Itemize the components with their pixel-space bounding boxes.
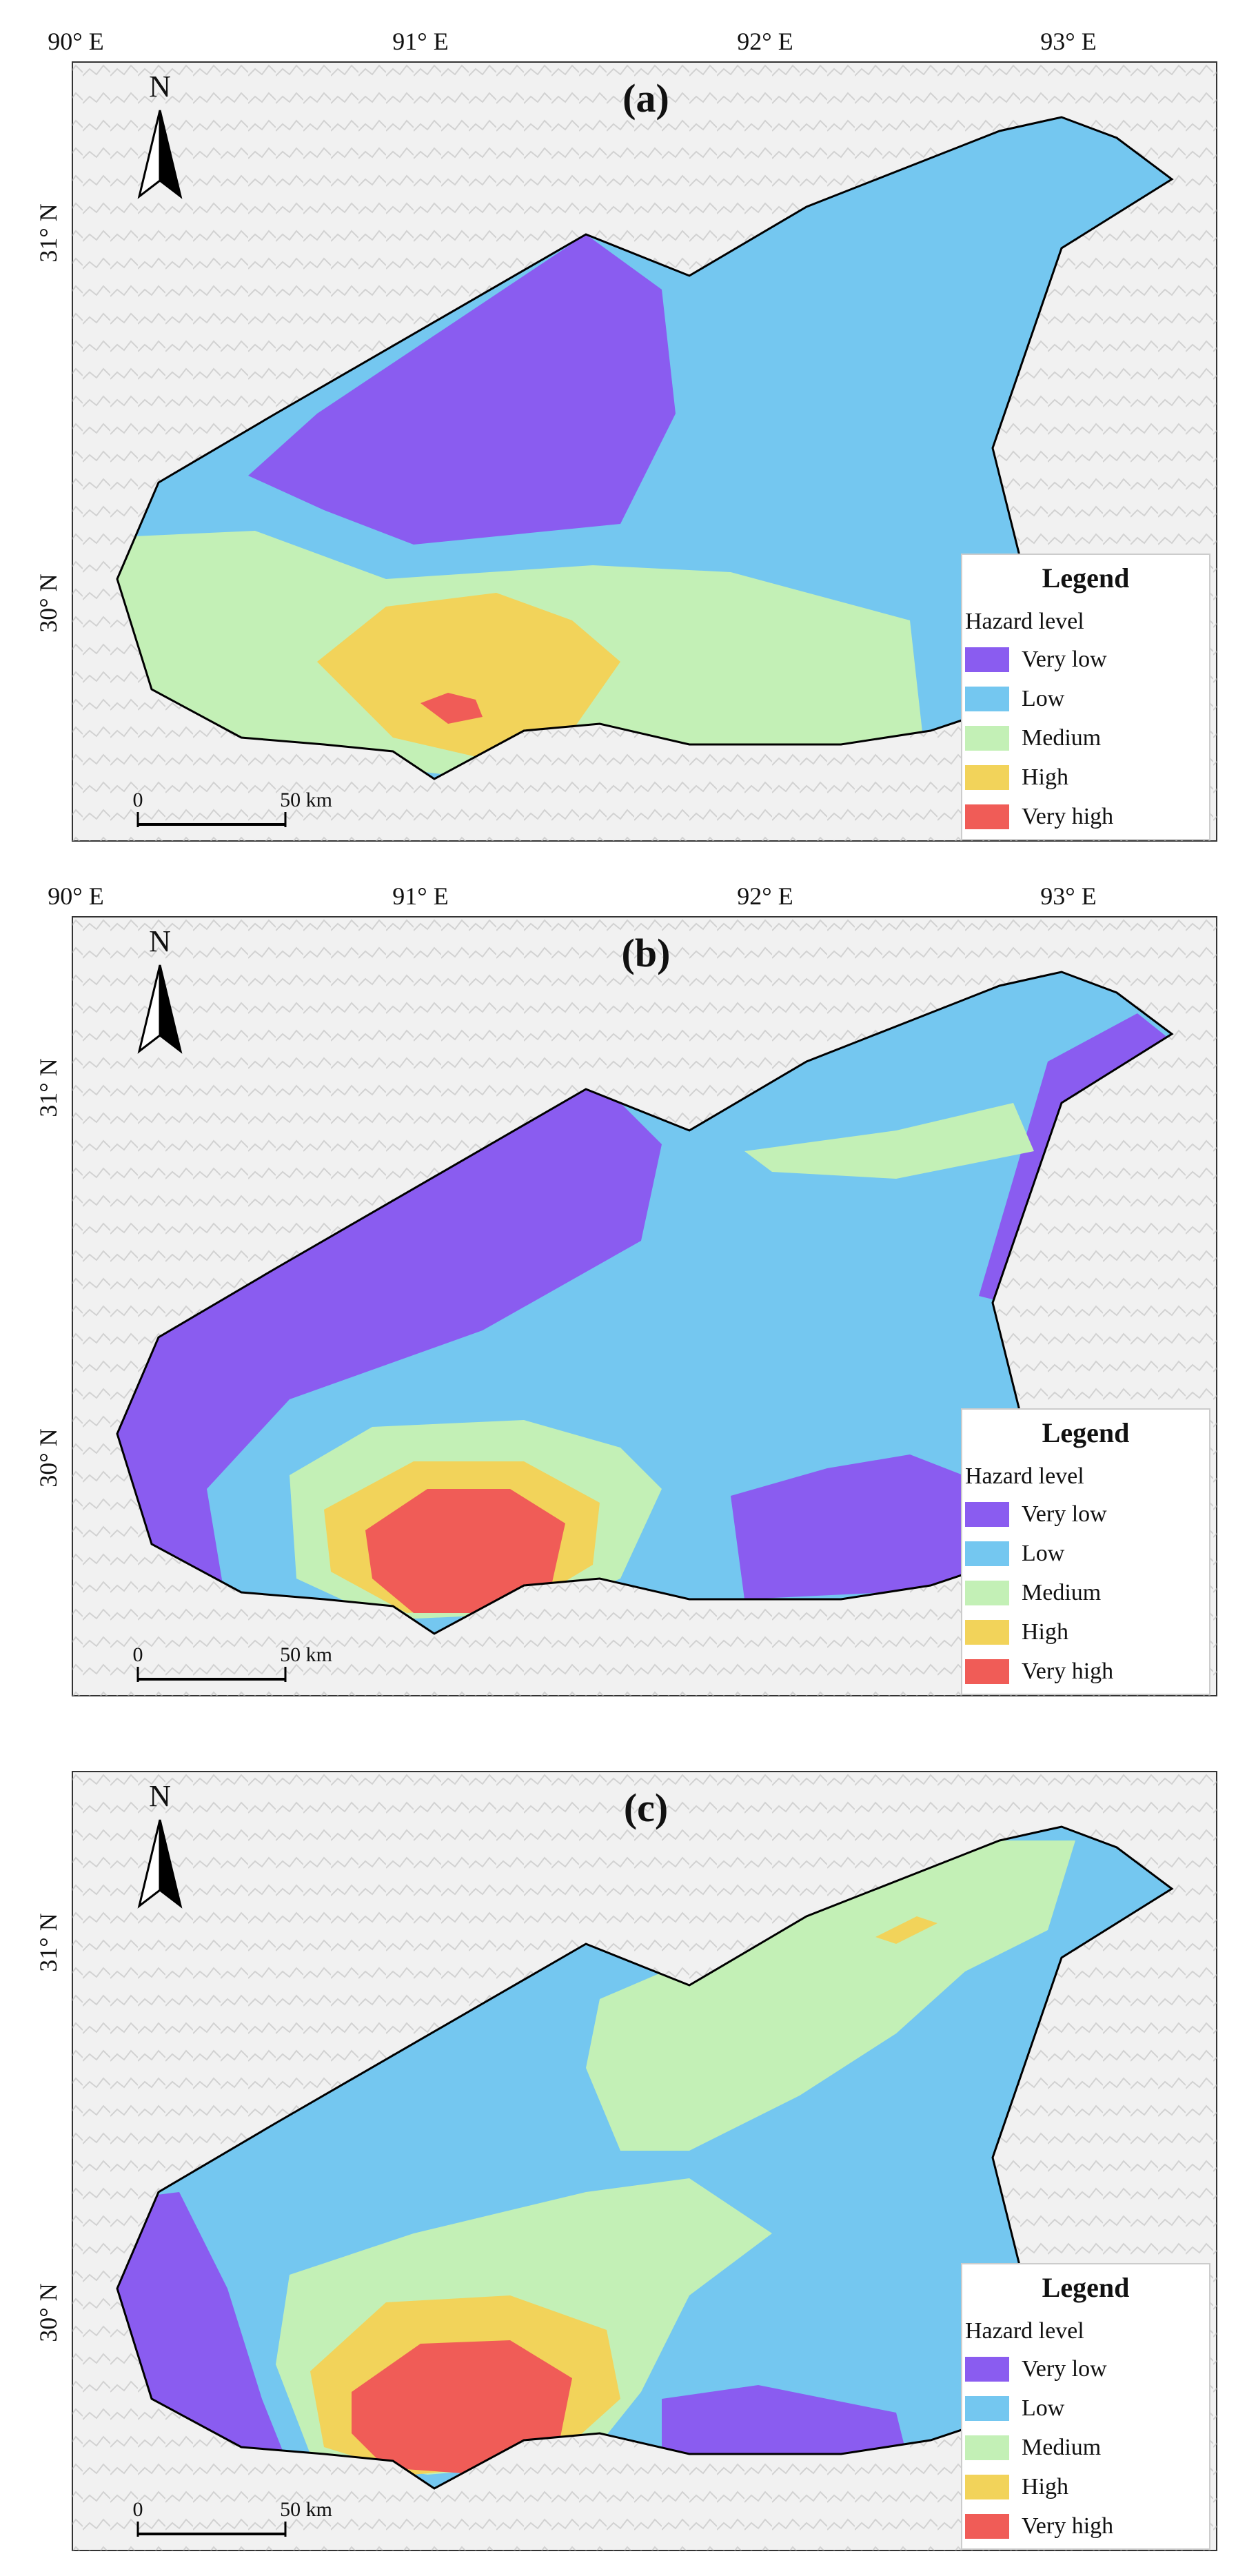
north-label: N — [149, 70, 171, 103]
map-panel-a: 90° E 91° E 92° E 93° E 31° N 30° N (a) … — [0, 0, 1247, 848]
zone-very-low — [117, 1075, 662, 1613]
legend-swatch — [965, 2357, 1009, 2382]
legend-item-label: Medium — [1022, 2435, 1101, 2460]
legend-item-label: High — [1022, 1619, 1068, 1645]
zone-medium — [586, 1840, 1075, 2151]
scale-bar: 0 50 km — [133, 1643, 332, 1682]
legend-item-label: Low — [1022, 1541, 1065, 1566]
lon-label: 93° E — [1040, 28, 1096, 55]
scale-zero: 0 — [133, 789, 143, 811]
zone-very-high — [365, 1489, 565, 1613]
zone-very-low — [731, 1454, 1034, 1599]
legend-swatch — [965, 1620, 1009, 1645]
legend-item-label: Very high — [1022, 1659, 1113, 1684]
legend-item-label: Very high — [1022, 804, 1113, 829]
lon-label: 90° E — [48, 28, 103, 55]
legend-swatch — [965, 2396, 1009, 2421]
legend-title: Legend — [1042, 2272, 1130, 2303]
lon-label: 91° E — [392, 882, 448, 910]
lon-label: 92° E — [737, 28, 793, 55]
zone-medium — [744, 1103, 1034, 1179]
scale-zero: 0 — [133, 1643, 143, 1666]
legend-item-label: Low — [1022, 2395, 1065, 2421]
north-arrow-icon — [159, 1819, 183, 1909]
scale-bar: 0 50 km — [133, 2498, 332, 2537]
legend-item-label: Very high — [1022, 2513, 1113, 2539]
north-arrow: N — [137, 70, 183, 199]
lat-label: 30° N — [34, 574, 62, 632]
legend: Legend Hazard level Very low Low Medium … — [961, 1408, 1210, 1695]
legend-item-label: Very low — [1022, 2356, 1107, 2382]
lat-label: 30° N — [34, 1428, 62, 1487]
scale-distance: 50 km — [280, 1643, 332, 1666]
lon-label: 92° E — [737, 882, 793, 910]
lat-label: 31° N — [34, 1913, 62, 1971]
map-panel-b: 90° E 91° E 92° E 93° E 31° N 30° N (b) … — [0, 855, 1247, 1703]
legend-subtitle: Hazard level — [965, 2318, 1084, 2344]
legend-item-label: Medium — [1022, 1580, 1101, 1605]
legend-item-label: Low — [1022, 686, 1065, 711]
zone-high — [875, 1916, 937, 1944]
legend: Legend Hazard level Very low Low Medium … — [961, 554, 1210, 840]
zone-high — [317, 593, 620, 758]
legend-swatch — [965, 2435, 1009, 2460]
zone-very-high — [420, 693, 483, 724]
lat-label: 30° N — [34, 2283, 62, 2342]
legend-swatch — [965, 2475, 1009, 2499]
north-label: N — [149, 1779, 171, 1813]
legend-swatch — [965, 1502, 1009, 1527]
lon-label: 91° E — [392, 28, 448, 55]
legend-swatch — [965, 687, 1009, 711]
north-arrow-icon — [159, 964, 183, 1054]
legend-swatch — [965, 1541, 1009, 1566]
legend-swatch — [965, 647, 1009, 672]
map-panel-c: 31° N 30° N (c) N 0 50 km Legend Hazard … — [0, 1710, 1247, 2557]
north-label: N — [149, 924, 171, 958]
scale-distance: 50 km — [280, 2498, 332, 2521]
map-svg-b: 90° E 91° E 92° E 93° E 31° N 30° N (b) … — [34, 882, 1217, 1696]
north-arrow-icon — [159, 110, 183, 199]
legend-item-label: High — [1022, 764, 1068, 790]
scale-distance: 50 km — [280, 789, 332, 811]
legend-item-label: Very low — [1022, 647, 1107, 672]
zone-very-high — [352, 2340, 572, 2475]
legend-title: Legend — [1042, 1417, 1130, 1448]
legend: Legend Hazard level Very low Low Medium … — [961, 2263, 1210, 2550]
legend-swatch — [965, 726, 1009, 751]
scale-bar: 0 50 km — [133, 789, 332, 827]
lat-label: 31° N — [34, 1058, 62, 1117]
panel-label: (c) — [624, 1785, 668, 1830]
panel-label: (a) — [622, 76, 669, 121]
lon-label: 93° E — [1040, 882, 1096, 910]
legend-swatch — [965, 1581, 1009, 1605]
legend-subtitle: Hazard level — [965, 1463, 1084, 1489]
legend-item-label: Very low — [1022, 1501, 1107, 1527]
legend-swatch — [965, 765, 1009, 790]
lat-label: 31° N — [34, 203, 62, 262]
scale-zero: 0 — [133, 2498, 143, 2521]
legend-subtitle: Hazard level — [965, 609, 1084, 634]
map-svg-c: 31° N 30° N (c) N 0 50 km Legend Hazard … — [34, 1771, 1217, 2551]
panel-label: (b) — [622, 931, 671, 975]
lon-label: 90° E — [48, 882, 103, 910]
legend-item-label: High — [1022, 2474, 1068, 2499]
legend-item-label: Medium — [1022, 725, 1101, 751]
legend-swatch — [965, 2514, 1009, 2539]
zone-very-low — [662, 2385, 910, 2468]
north-arrow: N — [137, 1779, 183, 1909]
map-svg-a: 90° E 91° E 92° E 93° E 31° N 30° N (a) … — [34, 28, 1217, 842]
north-arrow: N — [137, 924, 183, 1054]
zone-very-low — [248, 234, 676, 545]
legend-swatch — [965, 1659, 1009, 1684]
legend-title: Legend — [1042, 562, 1130, 594]
legend-swatch — [965, 804, 1009, 829]
